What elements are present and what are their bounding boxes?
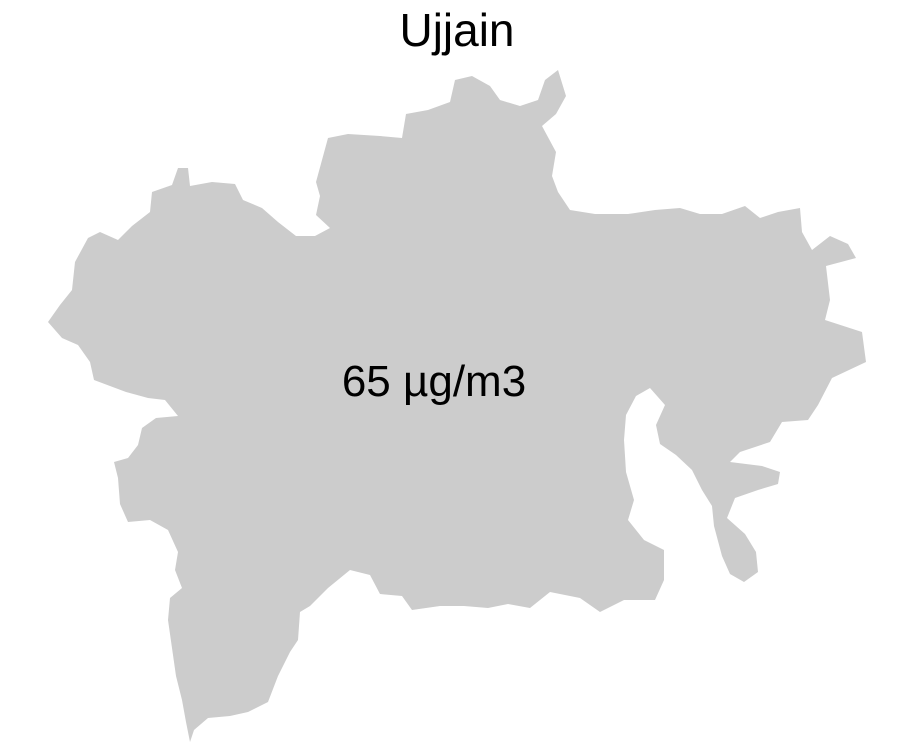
ujjain-district-shape [48,70,866,742]
map-title: Ujjain [399,4,515,56]
pm25-value-label: 65 µg/m3 [341,357,527,406]
